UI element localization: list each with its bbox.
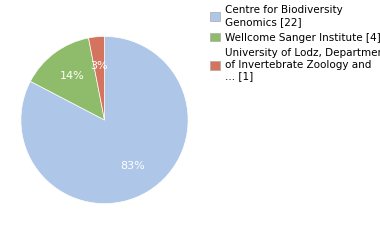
Text: 14%: 14% (60, 72, 84, 81)
Wedge shape (89, 36, 105, 120)
Wedge shape (21, 36, 188, 204)
Text: 83%: 83% (120, 162, 145, 171)
Text: 3%: 3% (90, 61, 108, 71)
Wedge shape (30, 38, 105, 120)
Legend: Centre for Biodiversity
Genomics [22], Wellcome Sanger Institute [4], University: Centre for Biodiversity Genomics [22], W… (211, 5, 380, 81)
